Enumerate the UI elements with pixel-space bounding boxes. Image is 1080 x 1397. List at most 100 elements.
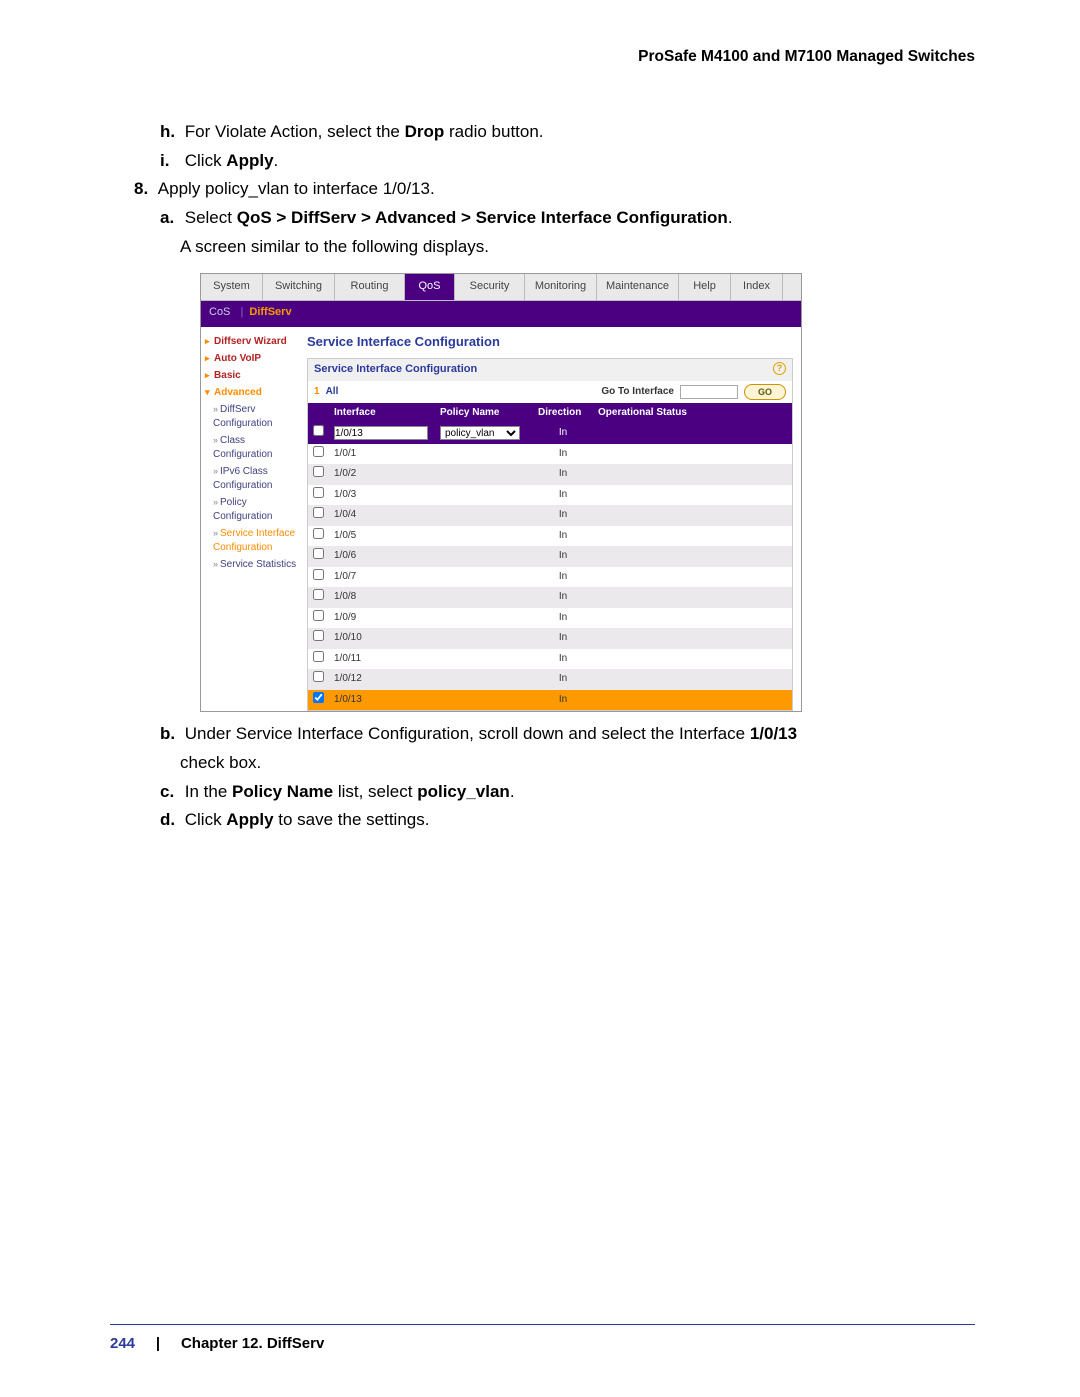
row-checkbox[interactable] xyxy=(313,466,324,477)
help-icon[interactable]: ? xyxy=(773,362,786,375)
goto-label: Go To Interface xyxy=(601,385,674,400)
row-checkbox[interactable] xyxy=(313,651,324,662)
tab-monitoring[interactable]: Monitoring xyxy=(525,274,597,300)
edit-policy-select[interactable]: policy_vlan xyxy=(440,426,520,440)
cell-operational-status xyxy=(593,567,792,588)
cell-operational-status xyxy=(593,649,792,670)
table-row: 1/0/10In xyxy=(308,628,792,649)
cell-policy-name xyxy=(435,608,533,629)
goto-interface-input[interactable] xyxy=(680,385,738,399)
cell-policy-name xyxy=(435,567,533,588)
cell-operational-status xyxy=(593,505,792,526)
footer-sep xyxy=(139,1335,152,1352)
cell-operational-status xyxy=(593,464,792,485)
tab-routing[interactable]: Routing xyxy=(335,274,405,300)
table-row: 1/0/3In xyxy=(308,485,792,506)
tab-maintenance[interactable]: Maintenance xyxy=(597,274,679,300)
row-checkbox[interactable] xyxy=(313,589,324,600)
table-row: 1/0/12In xyxy=(308,669,792,690)
cell-interface: 1/0/5 xyxy=(329,526,435,547)
sidebar: ▸ Diffserv Wizard▸ Auto VoIP▸ Basic▾ Adv… xyxy=(201,327,303,711)
go-button[interactable]: GO xyxy=(744,384,786,400)
cell-interface: 1/0/12 xyxy=(329,669,435,690)
col-interface: Interface xyxy=(329,403,435,424)
cell-interface: 1/0/8 xyxy=(329,587,435,608)
edit-direction: In xyxy=(533,423,593,444)
col-policy-name: Policy Name xyxy=(435,403,533,424)
row-checkbox[interactable] xyxy=(313,487,324,498)
step-8-text: Apply policy_vlan to interface 1/0/13. xyxy=(158,179,435,198)
row-checkbox[interactable] xyxy=(313,610,324,621)
step-h-text2: radio button. xyxy=(444,122,543,141)
step-d-label: d. xyxy=(160,808,180,833)
row-checkbox[interactable] xyxy=(313,507,324,518)
cell-interface: 1/0/4 xyxy=(329,505,435,526)
sidebar-item-diffserv-wizard[interactable]: ▸ Diffserv Wizard xyxy=(205,333,299,350)
sidebar-sub-policy-configuration[interactable]: »Policy Configuration xyxy=(205,494,299,525)
screenshot-panel: SystemSwitchingRoutingQoSSecurityMonitor… xyxy=(200,273,802,712)
subtab-cos[interactable]: CoS xyxy=(209,306,230,318)
config-panel: Service Interface Configuration Service … xyxy=(303,327,801,711)
sidebar-sub-service-statistics[interactable]: »Service Statistics xyxy=(205,556,299,573)
subtab-diffserv[interactable]: DiffServ xyxy=(249,306,291,318)
sidebar-sub-service-interface-configuration[interactable]: »Service Interface Configuration xyxy=(205,525,299,556)
sidebar-item-auto-voip[interactable]: ▸ Auto VoIP xyxy=(205,350,299,367)
col-direction: Direction xyxy=(533,403,593,424)
step-b-bold: 1/0/13 xyxy=(750,724,797,743)
page-1-link[interactable]: 1 xyxy=(314,385,320,400)
table-row: 1/0/2In xyxy=(308,464,792,485)
step-b-text: Under Service Interface Configuration, s… xyxy=(185,724,750,743)
step-c-bold2: policy_vlan xyxy=(417,782,510,801)
cell-direction: In xyxy=(533,444,593,465)
goto-row: 1 All Go To Interface GO xyxy=(308,381,792,403)
sidebar-sub-ipv6-class-configuration[interactable]: »IPv6 Class Configuration xyxy=(205,463,299,494)
cell-interface: 1/0/9 xyxy=(329,608,435,629)
row-checkbox[interactable] xyxy=(313,548,324,559)
cell-policy-name xyxy=(435,444,533,465)
step-i-text2: . xyxy=(274,151,279,170)
sidebar-item-advanced[interactable]: ▾ Advanced xyxy=(205,384,299,401)
table-row: 1/0/1In xyxy=(308,444,792,465)
document-header: ProSafe M4100 and M7100 Managed Switches xyxy=(638,48,975,66)
edit-interface-input[interactable] xyxy=(334,426,428,440)
tab-switching[interactable]: Switching xyxy=(263,274,335,300)
col-checkbox xyxy=(308,403,329,424)
step-c-text3: . xyxy=(510,782,515,801)
cell-direction: In xyxy=(533,526,593,547)
cell-interface: 1/0/6 xyxy=(329,546,435,567)
sidebar-sub-class-configuration[interactable]: »Class Configuration xyxy=(205,432,299,463)
tab-help[interactable]: Help xyxy=(679,274,731,300)
step-h-bold: Drop xyxy=(405,122,445,141)
cell-policy-name xyxy=(435,526,533,547)
select-all-checkbox[interactable] xyxy=(313,425,324,436)
row-checkbox[interactable] xyxy=(313,692,324,703)
cell-policy-name xyxy=(435,628,533,649)
step-a-text2: . xyxy=(728,208,733,227)
cell-policy-name xyxy=(435,485,533,506)
step-c-text2: list, select xyxy=(333,782,417,801)
sidebar-item-basic[interactable]: ▸ Basic xyxy=(205,367,299,384)
tab-qos[interactable]: QoS xyxy=(405,274,455,300)
sidebar-sub-diffserv-configuration[interactable]: »DiffServ Configuration xyxy=(205,401,299,432)
cell-direction: In xyxy=(533,505,593,526)
tab-security[interactable]: Security xyxy=(455,274,525,300)
step-h-label: h. xyxy=(160,120,180,145)
row-checkbox[interactable] xyxy=(313,446,324,457)
step-b-label: b. xyxy=(160,722,180,747)
cell-operational-status xyxy=(593,485,792,506)
tab-system[interactable]: System xyxy=(201,274,263,300)
row-checkbox[interactable] xyxy=(313,630,324,641)
tab-index[interactable]: Index xyxy=(731,274,783,300)
footer-sep-bar: | xyxy=(156,1335,160,1352)
all-link[interactable]: All xyxy=(326,385,339,400)
row-checkbox[interactable] xyxy=(313,671,324,682)
cell-operational-status xyxy=(593,546,792,567)
cell-operational-status xyxy=(593,608,792,629)
col-operational-status: Operational Status xyxy=(593,403,792,424)
table-row: 1/0/13In xyxy=(308,690,792,711)
step-i-bold: Apply xyxy=(226,151,273,170)
row-checkbox[interactable] xyxy=(313,569,324,580)
cell-direction: In xyxy=(533,608,593,629)
row-checkbox[interactable] xyxy=(313,528,324,539)
cell-direction: In xyxy=(533,546,593,567)
